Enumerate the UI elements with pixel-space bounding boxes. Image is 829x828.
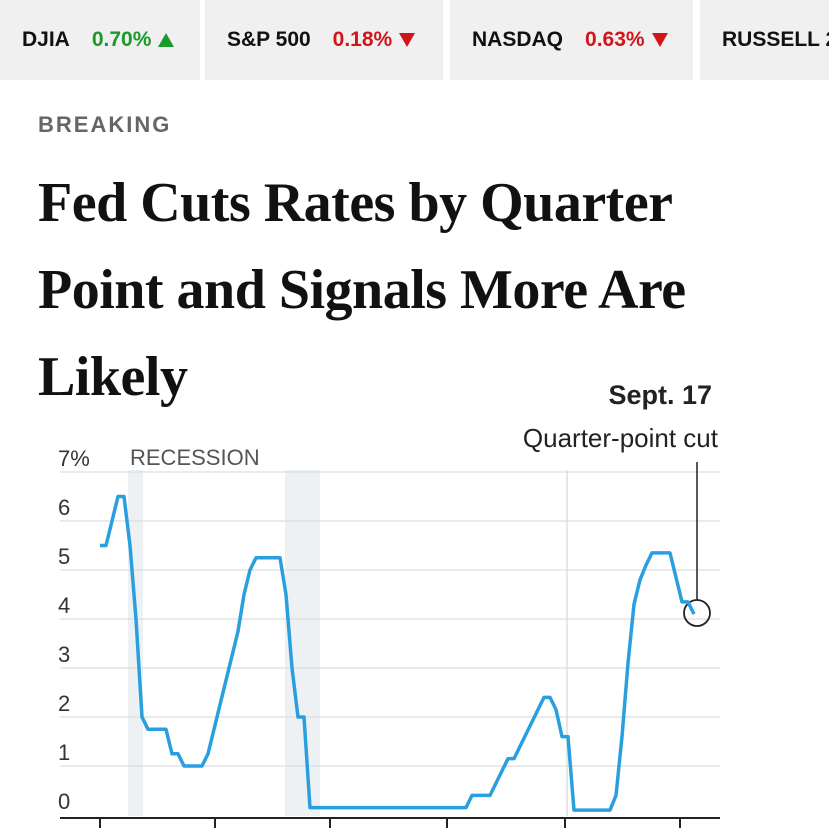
annotation-circle [683, 599, 711, 627]
ticker-item[interactable]: DJIA 0.70% [0, 0, 200, 80]
arrow-shape [399, 33, 416, 47]
ticker-item[interactable]: RUSSELL 2 [700, 0, 829, 80]
rate-line [100, 494, 696, 812]
headline[interactable]: Fed Cuts Rates by Quarter Point and Sign… [38, 172, 686, 408]
y-tick-label: 6 [58, 495, 70, 520]
ticker-change: 0.18% [332, 28, 393, 51]
arrow-shape [651, 33, 668, 47]
y-tick-label: 5 [58, 544, 70, 569]
ticker-arrow [399, 33, 416, 47]
recession-label: RECESSION [130, 445, 260, 470]
ticker-symbol: NASDAQ [472, 28, 564, 51]
arrow-shape [158, 33, 175, 47]
annotation-date: Sept. 17 [608, 380, 712, 410]
y-tick-label: 2 [58, 691, 70, 716]
ticker-arrow [158, 33, 175, 47]
y-tick-label: 4 [58, 593, 70, 618]
y-tick-label: 1 [58, 740, 70, 765]
y-tick-label: 0 [58, 789, 70, 814]
x-axis-ticks [99, 818, 681, 828]
market-ticker: DJIA 0.70% S&P 500 0.18% NASDAQ 0.63% RUSSELL … [0, 0, 829, 80]
y-tick-label: 7% [58, 446, 90, 471]
grid [60, 471, 720, 767]
annotation-note: Quarter-point cut [523, 423, 719, 453]
ticker-symbol: RUSSELL 2 [722, 28, 829, 51]
ticker-item[interactable]: NASDAQ 0.63% [450, 0, 693, 80]
ticker-symbol: DJIA [22, 28, 70, 51]
ticker-symbol: S&P 500 [227, 28, 311, 51]
recession-band [128, 470, 143, 816]
ticker-arrow [651, 33, 668, 47]
ticker-change: 0.70% [91, 28, 152, 51]
ticker-change: 0.63% [585, 28, 645, 51]
y-tick-label: 3 [58, 642, 70, 667]
ticker-item[interactable]: S&P 500 0.18% [205, 0, 443, 80]
breaking-label: BREAKING [38, 112, 172, 137]
